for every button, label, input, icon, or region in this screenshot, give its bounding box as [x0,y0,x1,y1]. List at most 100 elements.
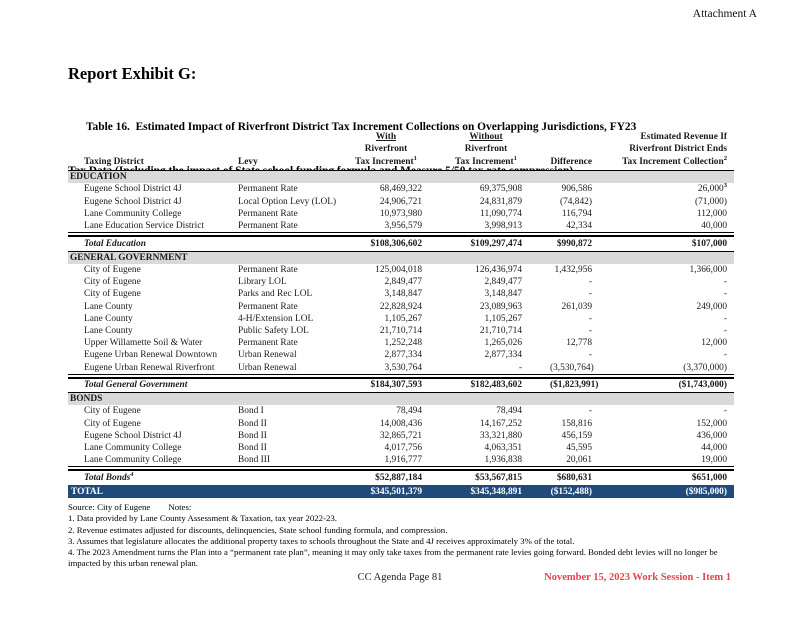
cell-without-increment: 1,936,838 [484,455,523,466]
footnote-marker-2: 2 [723,154,727,162]
cell-estimated-revenue: - [723,277,727,288]
cell-district: Eugene Urban Renewal Riverfront [84,362,215,373]
cell-estimated-revenue: 40,000 [701,221,727,232]
col-header-without-riverfront: Without Riverfront Tax Increment1 [450,131,550,170]
section-total-row: Total Education $108,306,602 $109,297,474 $… [68,237,734,251]
cell-without-increment: 3,998,913 [484,221,523,232]
table-row: Eugene School District 4J Permanent Rate 6… [68,183,734,195]
cell-levy: Bond III [238,455,271,466]
cell-with-increment: 22,828,924 [379,301,422,312]
cell-levy: Permanent Rate [238,301,298,312]
cell-estimated-revenue: (71,000) [694,196,727,207]
col-header-estimated-revenue: Estimated Revenue If Riverfront District… [616,131,734,170]
cell-with-increment: 1,105,267 [384,313,423,324]
cell-levy: Parks and Rec LOL [238,289,313,300]
table-row: Lane Community College Bond III 1,916,777 1… [68,454,734,466]
cell-without-increment: 78,494 [496,406,522,417]
cell-without-increment: - [518,362,522,373]
cell-without-increment: 69,375,908 [479,184,522,195]
cell-estimated-revenue: (3,370,000) [683,362,727,373]
cell-with-increment: 3,956,579 [384,221,423,232]
footer-page-label: CC Agenda Page 81 [357,572,443,583]
table-row: Lane County Permanent Rate 22,828,924 23,08… [68,301,734,313]
col-header-taxing-district: Taxing District [84,156,144,167]
without-riverfront-label: Riverfront [464,144,508,155]
cell-difference: 42,334 [566,221,592,232]
footnote-marker-1: 1 [413,154,417,162]
cell-estimated-revenue: 19,000 [701,455,727,466]
section-header-row: BONDS [68,392,734,406]
cell-with-increment: 78,494 [396,406,422,417]
cell-district: Lane Community College [84,443,182,454]
cell-without-increment: 14,167,252 [479,418,522,429]
cell-difference: 12,778 [566,338,592,349]
source-line: Source: City of Eugene Notes: [68,502,740,513]
total-rule-line [68,232,734,238]
table-row: Lane Community College Permanent Rate 10,9… [68,208,734,220]
cell-levy: Bond II [238,430,267,441]
cell-without-increment: 3,148,847 [484,289,523,300]
tax-impact-table: Taxing District Levy With Riverfront Tax… [68,131,734,499]
cell-without-increment: 2,849,477 [484,277,523,288]
cell-levy: Permanent Rate [238,264,298,275]
cell-district: Lane Education Service District [84,221,205,232]
with-label: With [375,132,397,142]
cell-with-increment-total: $108,306,602 [370,238,422,249]
footnote-marker-3: 3 [723,183,727,190]
section-total-row: Total Bonds4 $52,887,184 $53,567,815 $680,6… [68,471,734,485]
total-rule-line [68,466,734,472]
cell-with-increment: 2,877,334 [384,350,423,361]
cell-with-increment: 3,148,847 [384,289,423,300]
table-header-row: Taxing District Levy With Riverfront Tax… [68,131,734,170]
cell-with-increment-total: $52,887,184 [375,473,422,484]
cell-district: City of Eugene [84,264,141,275]
col-header-levy: Levy [238,156,258,167]
cell-estimated-revenue: 112,000 [696,208,727,219]
notes-label: Notes: [168,502,192,512]
cell-estimated-revenue: 152,000 [696,418,727,429]
total-label: Total General Government [84,380,188,391]
cell-levy: Permanent Rate [238,208,298,219]
cell-levy: Bond I [238,406,264,417]
cell-estimated-revenue: - [723,350,727,361]
cell-with-increment: 1,916,777 [384,455,423,466]
cell-with-increment: 1,252,248 [384,338,423,349]
cell-estimated-revenue: - [723,406,727,417]
cell-district: Lane County [84,301,133,312]
cell-levy: Public Safety LOL [238,325,309,336]
attachment-label: Attachment A [692,8,757,20]
cell-without-increment-total: $109,297,474 [470,238,522,249]
table-row: Lane County 4-H/Extension LOL 1,105,267 1,1… [68,313,734,325]
cell-with-increment: 125,004,018 [375,264,422,275]
cell-estimated-revenue: 1,366,000 [689,264,728,275]
cell-estimated-revenue: 436,000 [696,430,727,441]
rule-line [68,373,734,379]
cell-with-increment: 68,469,322 [379,184,422,195]
rule-line [68,466,734,472]
section-label: BONDS [68,392,734,406]
footnote-marker-1b: 1 [513,154,517,162]
section-label: EDUCATION [68,170,734,184]
footnote-marker-4: 4 [130,471,134,478]
cell-without-increment: 4,063,351 [484,443,523,454]
cell-levy: Library LOL [238,277,287,288]
grand-total-label: TOTAL [68,484,238,499]
table-row: Eugene School District 4J Local Option Le… [68,196,734,208]
cell-levy-empty [238,379,350,393]
table-row: Eugene School District 4J Bond II 32,865,7… [68,430,734,442]
without-label: Without [469,132,503,142]
cell-without-increment: 2,877,334 [484,350,523,361]
col-header-difference: Difference [550,156,592,167]
table-row: City of Eugene Bond I 78,494 78,494 - - [68,405,734,417]
cell-levy: Urban Renewal [238,350,297,361]
with-tax-increment-label: Tax Increment [355,156,414,167]
cell-difference-total: $990,872 [556,238,592,249]
total-label: Total Education [84,238,146,249]
cell-levy: Bond II [238,418,267,429]
table-title-line1: Table 16. Estimated Impact of Riverfront… [86,121,637,133]
cell-district: Eugene School District 4J [84,196,182,207]
cell-with-increment-grand: $345,501,379 [350,484,450,499]
cell-levy: Permanent Rate [238,338,298,349]
cell-levy-empty [238,471,350,485]
cell-levy: Urban Renewal [238,362,297,373]
